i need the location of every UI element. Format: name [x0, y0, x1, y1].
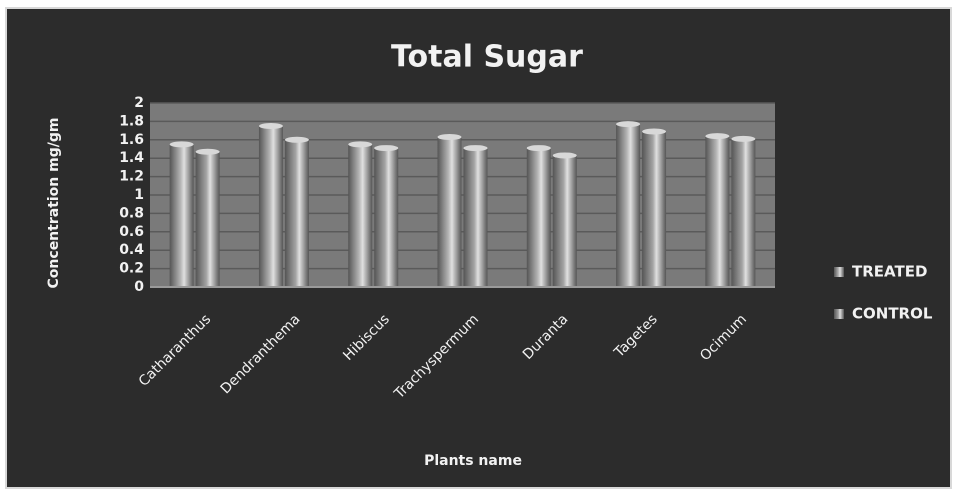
bar: [348, 144, 373, 287]
bar: [258, 126, 283, 287]
y-tick-label: 0.4: [119, 242, 144, 258]
bar: [463, 148, 488, 287]
bar-top: [169, 141, 194, 148]
bar-top: [552, 152, 577, 159]
bar-top: [437, 134, 462, 141]
y-tick-label: 0.6: [119, 224, 144, 240]
bar: [195, 151, 220, 287]
bar-top: [463, 145, 488, 152]
bar: [169, 144, 194, 287]
bar-top: [284, 136, 309, 143]
bar-top: [705, 133, 730, 140]
bar: [284, 139, 309, 287]
y-tick-label: 1: [134, 187, 144, 203]
legend-label: TREATED: [852, 263, 927, 281]
y-tick-label: 1.2: [119, 169, 144, 185]
bar-top: [731, 135, 756, 142]
bar-top: [642, 128, 667, 135]
bar-top: [616, 121, 641, 128]
bar: [374, 148, 399, 287]
bar: [705, 136, 730, 287]
bar: [642, 131, 667, 287]
bar-top: [258, 123, 283, 129]
bar-top: [348, 141, 373, 148]
bar: [616, 124, 641, 287]
bar: [526, 148, 551, 287]
y-tick-label: 0.2: [119, 261, 144, 277]
x-axis-title: Plants name: [424, 453, 522, 469]
bar-top: [195, 148, 220, 155]
y-tick-label: 2: [134, 95, 144, 111]
y-tick-label: 1.4: [119, 150, 144, 166]
bar-top: [374, 145, 399, 152]
y-axis-title: Concentration mg/gm: [46, 118, 62, 289]
legend-label: CONTROL: [852, 305, 933, 323]
bar: [552, 155, 577, 287]
bar: [437, 137, 462, 287]
chart-title: Total Sugar: [391, 40, 583, 75]
bar-top: [526, 145, 551, 152]
bar: [731, 138, 756, 287]
y-tick-label: 1.8: [119, 113, 144, 129]
legend-swatch: [834, 309, 844, 319]
legend-swatch: [834, 267, 844, 277]
y-tick-label: 0: [134, 279, 144, 295]
y-tick-label: 0.8: [119, 205, 144, 221]
y-tick-label: 1.6: [119, 132, 144, 148]
